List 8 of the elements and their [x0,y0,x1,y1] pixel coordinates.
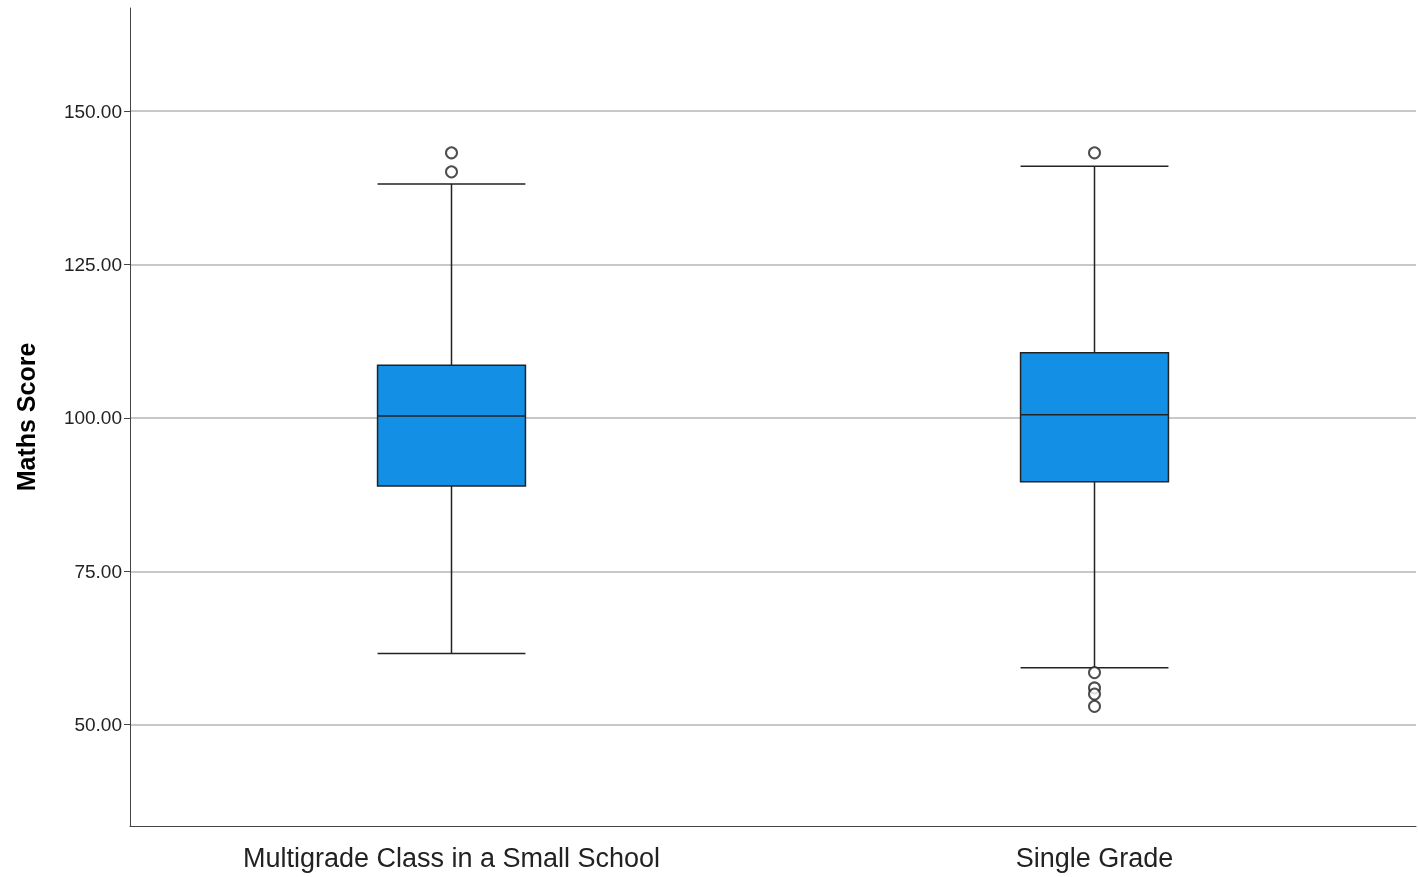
x-tick-label: Multigrade Class in a Small School [242,842,661,873]
y-axis-title: Maths Score [11,342,40,492]
y-tick-label: 100.00 [63,407,122,429]
y-tick-label: 125.00 [63,254,122,276]
y-tick-label: 50.00 [74,714,122,736]
y-tick-label: 150.00 [63,100,122,122]
x-tick-label: Single Grade [1015,842,1174,873]
y-tick-label: 75.00 [74,560,122,582]
